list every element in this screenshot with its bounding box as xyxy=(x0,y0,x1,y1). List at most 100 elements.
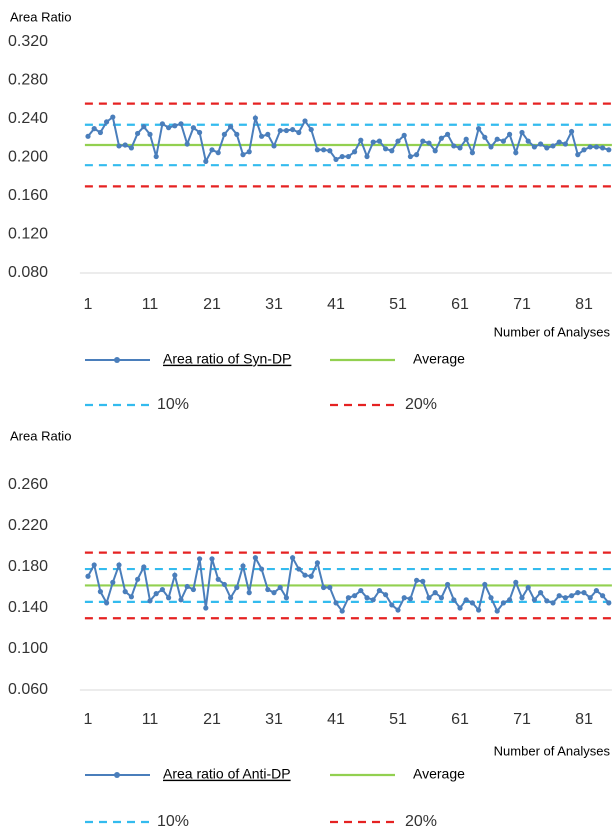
data-point xyxy=(209,147,215,153)
data-point xyxy=(593,144,600,150)
y-tick-label: 0.100 xyxy=(8,640,48,657)
legend-marker xyxy=(114,772,120,778)
data-point xyxy=(234,131,240,137)
data-point xyxy=(277,584,283,591)
data-point xyxy=(178,597,184,603)
data-point xyxy=(556,593,562,599)
x-tick-label: 11 xyxy=(142,711,159,728)
data-point xyxy=(482,581,488,588)
data-point xyxy=(469,600,475,606)
data-point xyxy=(494,136,500,142)
data-point xyxy=(519,129,525,136)
x-tick-label: 71 xyxy=(513,711,531,728)
data-point xyxy=(500,600,506,606)
legend-label: 10% xyxy=(157,813,189,830)
legend-label: Area ratio of Syn-DP xyxy=(163,351,291,367)
y-tick-label: 0.260 xyxy=(8,476,48,493)
data-point xyxy=(321,584,327,591)
x-tick-label: 1 xyxy=(84,296,93,313)
data-point xyxy=(575,590,581,596)
data-point xyxy=(420,138,426,144)
data-point xyxy=(457,145,463,151)
data-point xyxy=(116,562,122,568)
data-point xyxy=(246,590,252,596)
data-point xyxy=(271,143,277,149)
data-point xyxy=(414,152,420,158)
x-tick-label: 21 xyxy=(203,296,221,313)
y-axis-label: Area Ratio xyxy=(10,428,71,443)
x-tick-label: 31 xyxy=(265,296,283,313)
data-point xyxy=(531,144,538,150)
legend-label: 20% xyxy=(405,813,437,830)
data-point xyxy=(544,145,550,151)
data-point xyxy=(345,153,351,160)
data-point xyxy=(352,149,358,155)
data-point xyxy=(122,589,128,595)
legend-label: 20% xyxy=(405,396,437,413)
x-tick-label: 61 xyxy=(451,296,469,313)
data-point xyxy=(321,147,327,153)
data-point xyxy=(451,143,457,149)
data-point xyxy=(525,584,531,591)
data-point xyxy=(314,147,320,153)
data-point xyxy=(383,146,389,152)
data-point xyxy=(240,152,246,158)
data-point xyxy=(494,608,500,614)
data-point xyxy=(606,600,612,606)
data-point xyxy=(519,595,525,601)
data-point xyxy=(562,595,569,601)
y-tick-label: 0.160 xyxy=(8,187,48,204)
data-point xyxy=(97,129,103,136)
data-point xyxy=(159,586,165,593)
data-point xyxy=(600,593,606,599)
data-point xyxy=(190,125,196,131)
data-point xyxy=(358,137,364,143)
legend-label: Area ratio of Anti-DP xyxy=(163,766,291,782)
data-point xyxy=(364,595,370,601)
data-point xyxy=(302,572,308,578)
data-point xyxy=(327,148,333,154)
data-point xyxy=(172,572,178,578)
data-point xyxy=(116,143,122,149)
data-point xyxy=(296,566,302,572)
data-point xyxy=(414,577,420,583)
data-point xyxy=(184,583,190,590)
data-point xyxy=(463,136,469,142)
x-tick-label: 11 xyxy=(142,296,159,313)
data-point xyxy=(457,605,463,611)
data-point xyxy=(234,584,240,591)
data-point xyxy=(513,150,519,156)
data-point xyxy=(395,607,401,613)
data-point xyxy=(593,587,600,594)
data-point xyxy=(333,156,339,163)
x-tick-label: 41 xyxy=(327,711,345,728)
data-point xyxy=(110,579,116,585)
data-point xyxy=(426,595,432,601)
y-tick-label: 0.280 xyxy=(8,72,48,89)
data-point xyxy=(197,556,203,562)
data-point xyxy=(159,121,165,127)
data-point xyxy=(228,595,234,601)
x-tick-label: 51 xyxy=(389,711,407,728)
data-point xyxy=(215,576,221,582)
data-point xyxy=(562,141,569,147)
data-point xyxy=(531,597,538,603)
data-point xyxy=(283,595,289,601)
data-point xyxy=(85,573,91,579)
data-point xyxy=(97,589,103,595)
y-axis-label: Area Ratio xyxy=(10,9,71,24)
data-point xyxy=(389,602,395,608)
data-point xyxy=(345,595,351,601)
data-point xyxy=(432,148,438,154)
data-point xyxy=(488,144,494,150)
data-point xyxy=(290,555,296,561)
data-point xyxy=(407,596,413,602)
data-point xyxy=(203,605,209,611)
data-point xyxy=(135,130,141,137)
data-point xyxy=(259,133,265,139)
legend-label: 10% xyxy=(157,396,189,413)
data-point xyxy=(544,598,550,604)
data-point xyxy=(135,576,141,582)
data-point xyxy=(556,139,562,145)
